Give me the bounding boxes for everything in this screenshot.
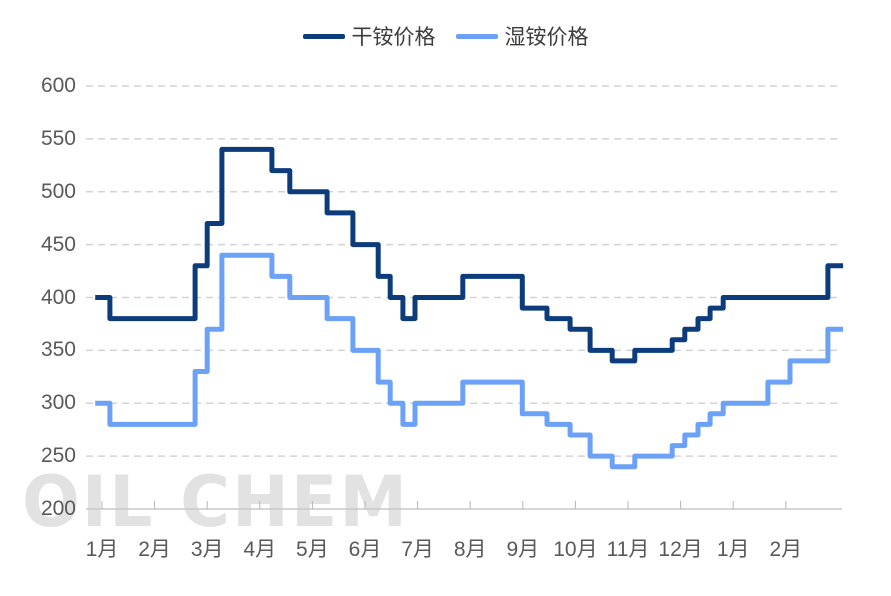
x-axis-label: 10月: [553, 538, 598, 561]
x-axis-label: 2月: [138, 538, 171, 561]
legend-label-wet-ammonium: 湿铵价格: [504, 26, 589, 49]
x-axis-label: 1月: [716, 538, 750, 561]
wet-ammonium-line[interactable]: [95, 252, 844, 470]
y-axis-label: 600: [40, 74, 76, 97]
x-axis-label: 8月: [453, 538, 487, 561]
y-axis-label: 250: [40, 444, 76, 468]
x-axis-label: 2月: [769, 538, 803, 561]
y-axis-label: 500: [40, 179, 76, 203]
x-axis-label: 9月: [506, 538, 540, 561]
wet-ammonium-swatch-icon: [455, 33, 498, 39]
x-axis-label: 6月: [348, 538, 382, 561]
x-axis-label: 11月: [606, 538, 650, 561]
dry-ammonium-swatch-icon: [302, 33, 345, 39]
x-axis-label: 7月: [401, 538, 434, 561]
y-axis-label: 400: [40, 285, 76, 309]
x-axis-label: 12月: [658, 538, 703, 561]
dry-ammonium-line[interactable]: [95, 146, 844, 364]
y-axis-label: 350: [40, 338, 76, 362]
legend-item-wet-ammonium[interactable]: 湿铵价格: [455, 21, 589, 51]
legend: 干铵价格 湿铵价格: [0, 21, 891, 51]
legend-item-dry-ammonium[interactable]: 干铵价格: [302, 21, 436, 51]
x-axis-label: 5月: [296, 538, 329, 561]
x-axis-label: 3月: [190, 538, 224, 561]
y-axis-label: 450: [40, 232, 76, 256]
y-axis-label: 550: [40, 126, 76, 150]
x-axis-label: 1月: [85, 538, 119, 561]
x-axis-label: 4月: [243, 538, 277, 561]
y-axis-label: 300: [40, 391, 76, 415]
oilchem-watermark: OIL CHEM: [22, 461, 410, 544]
legend-label-dry-ammonium: 干铵价格: [351, 26, 436, 49]
y-axis-label: 200: [40, 497, 76, 520]
